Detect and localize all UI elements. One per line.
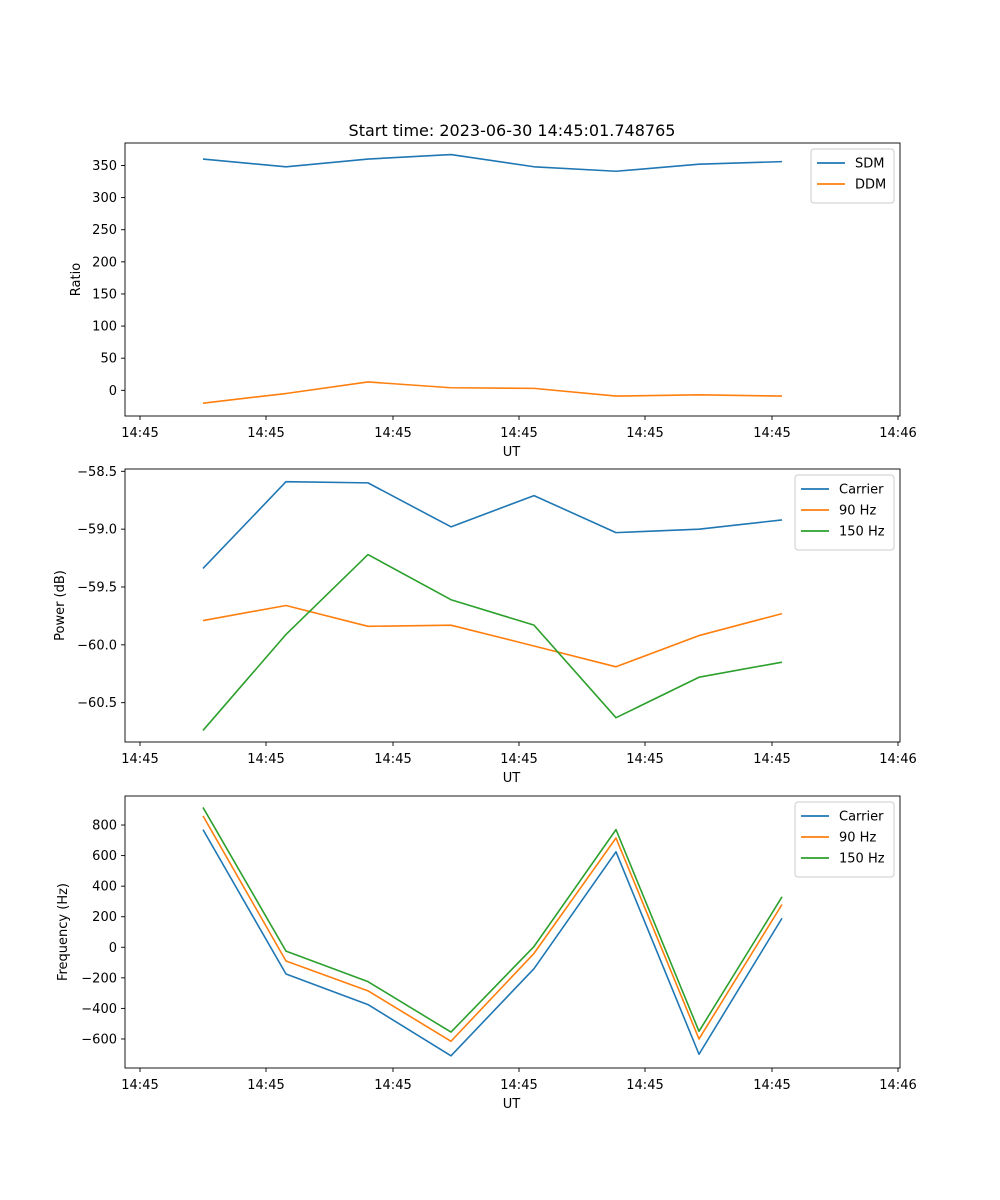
x-axis-label: UT <box>503 771 521 786</box>
x-tick-label: 14:45 <box>753 426 790 441</box>
legend: SDM DDM <box>810 148 895 204</box>
y-tick-label: 600 <box>92 849 117 864</box>
y-tick-label: 0 <box>109 941 117 956</box>
series-line-90-hz <box>202 815 783 1043</box>
y-tick-label: −600 <box>81 1032 117 1047</box>
x-axis-label: UT <box>503 445 521 460</box>
axes-frame <box>124 468 901 743</box>
y-tick-label: −59.0 <box>77 523 117 538</box>
y-tick-label: −60.5 <box>77 696 117 711</box>
x-tick-label: 14:45 <box>626 1078 663 1093</box>
series-line-ddm <box>202 381 783 404</box>
y-axis-label: Frequency (Hz) <box>56 883 71 981</box>
x-tick-label: 14:45 <box>121 1078 158 1093</box>
x-tick-label: 14:45 <box>753 1078 790 1093</box>
y-tick-label: 350 <box>92 159 117 174</box>
x-tick-label: 14:45 <box>626 752 663 767</box>
y-tick-label: 200 <box>92 255 117 270</box>
series-line-carrier <box>202 480 783 570</box>
x-tick-label: 14:45 <box>500 1078 537 1093</box>
subplot-2: 14:45 14:45 14:45 14:45 14:45 14:45 14:46 UT −60… <box>53 465 917 786</box>
y-tick-label: 0 <box>109 384 117 399</box>
subplot-3: 14:45 14:45 14:45 14:45 14:45 14:45 14:46 UT −60… <box>56 795 917 1112</box>
y-axis-label: Power (dB) <box>53 570 68 641</box>
legend-label: Carrier <box>839 483 884 498</box>
series-line-150-hz <box>202 553 783 731</box>
y-tick-label: 300 <box>92 191 117 206</box>
x-tick-label: 14:45 <box>247 752 284 767</box>
y-tick-label: −59.5 <box>77 580 117 595</box>
x-tick-label: 14:45 <box>500 752 537 767</box>
y-tick-label: 50 <box>100 352 117 367</box>
series-line-90-hz <box>202 604 783 668</box>
series-line-carrier <box>202 829 783 1057</box>
y-tick-label: 250 <box>92 223 117 238</box>
legend: Carrier 90 Hz 150 Hz <box>794 474 895 551</box>
x-tick-label: 14:45 <box>374 752 411 767</box>
x-tick-label: 14:46 <box>879 426 916 441</box>
legend: Carrier 90 Hz 150 Hz <box>794 801 895 878</box>
legend-label: SDM <box>855 157 884 172</box>
x-tick-label: 14:45 <box>121 752 158 767</box>
x-tick-label: 14:45 <box>247 426 284 441</box>
subplots: 14:45 14:45 14:45 14:45 14:45 14:45 14:46 UT 0 50… <box>53 142 917 1112</box>
x-tick-label: 14:45 <box>121 426 158 441</box>
axes-frame <box>124 795 901 1069</box>
series-line-150-hz <box>202 807 783 1033</box>
legend-label: 90 Hz <box>839 504 876 519</box>
figure-title: Start time: 2023-06-30 14:45:01.748765 <box>349 121 676 140</box>
y-axis-label: Ratio <box>69 263 84 296</box>
y-tick-label: −58.5 <box>77 465 117 480</box>
x-tick-label: 14:46 <box>879 752 916 767</box>
subplot-1: 14:45 14:45 14:45 14:45 14:45 14:45 14:46 UT 0 50… <box>69 142 917 460</box>
axes-frame <box>124 142 901 417</box>
legend-label: 90 Hz <box>839 831 876 846</box>
x-tick-label: 14:45 <box>626 426 663 441</box>
legend-label: DDM <box>855 178 886 193</box>
y-tick-label: 100 <box>92 320 117 335</box>
x-tick-label: 14:45 <box>247 1078 284 1093</box>
legend-label: 150 Hz <box>839 525 885 540</box>
x-tick-label: 14:45 <box>753 752 790 767</box>
x-axis-label: UT <box>503 1097 521 1112</box>
y-tick-label: −60.0 <box>77 638 117 653</box>
legend-label: Carrier <box>839 810 884 825</box>
y-tick-label: 400 <box>92 880 117 895</box>
x-tick-label: 14:45 <box>374 1078 411 1093</box>
x-tick-label: 14:45 <box>500 426 537 441</box>
y-tick-label: 200 <box>92 910 117 925</box>
y-tick-label: −400 <box>81 1002 117 1017</box>
legend-label: 150 Hz <box>839 852 885 867</box>
y-tick-label: 800 <box>92 819 117 834</box>
y-tick-label: −200 <box>81 971 117 986</box>
series-line-sdm <box>202 153 783 173</box>
x-tick-label: 14:46 <box>879 1078 916 1093</box>
y-tick-label: 150 <box>92 287 117 302</box>
x-tick-label: 14:45 <box>374 426 411 441</box>
